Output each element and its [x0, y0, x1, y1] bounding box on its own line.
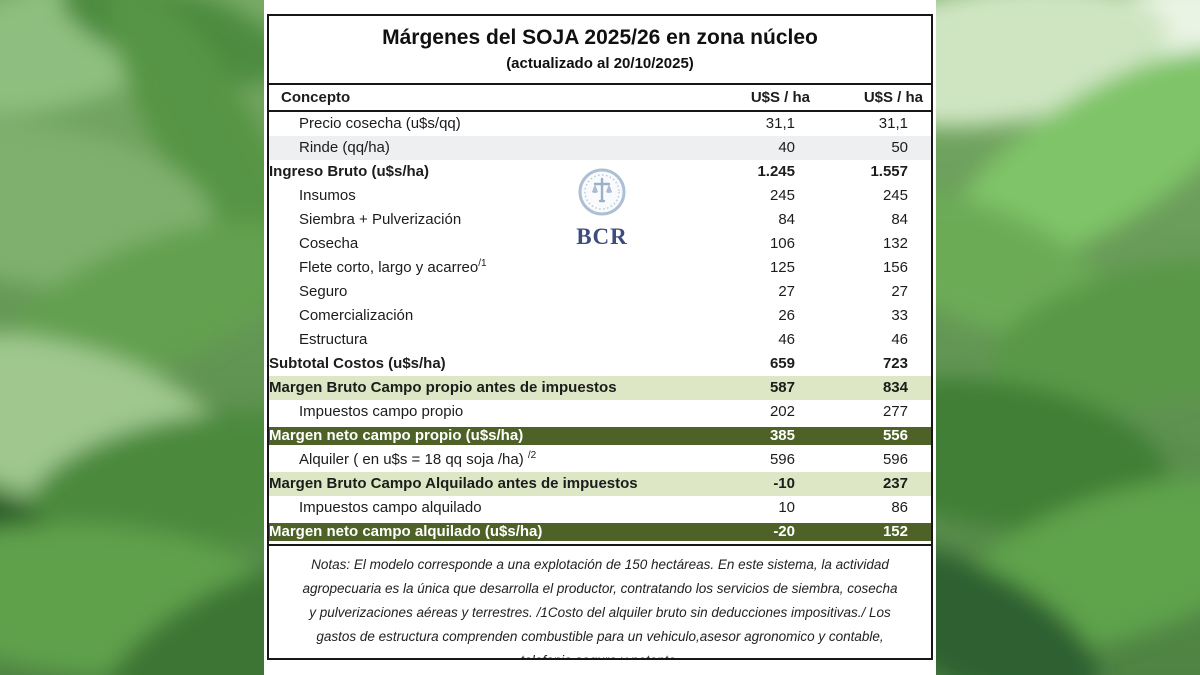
table-row: Impuestos campo alquilado 10 86 — [269, 496, 931, 522]
table-row: Insumos 245 245 — [269, 184, 931, 208]
table-row: Flete corto, largo y acarreo/1 125 156 — [269, 256, 931, 280]
value-cell-col1: 587 — [769, 379, 795, 396]
value-cell-col2: 156 — [882, 259, 908, 276]
table-row: Alquiler ( en u$s = 18 qq soja /ha) /2 59… — [269, 447, 931, 473]
value-cell-col1: 40 — [778, 139, 795, 156]
value-cell-col2: 86 — [891, 499, 908, 516]
table-row: Margen Bruto Campo propio antes de impue… — [269, 376, 931, 400]
table-header-row: Concepto U$S / ha U$S / ha — [269, 83, 931, 112]
concept-cell: Margen neto campo propio (u$s/ha) — [269, 424, 700, 448]
value-cell-col2: 723 — [882, 355, 908, 372]
value-cell-col1: -10 — [773, 475, 795, 492]
concept-cell: Cosecha — [299, 235, 359, 252]
concept-cell: Precio cosecha (u$s/qq) — [299, 115, 461, 132]
header-concepto: Concepto — [269, 83, 700, 112]
table-row: Precio cosecha (u$s/qq) 31,1 31,1 — [269, 111, 931, 136]
concept-cell: Alquiler ( en u$s = 18 qq soja /ha) /2 — [299, 450, 537, 469]
value-cell-col1: 84 — [778, 211, 795, 228]
value-cell-col2: 132 — [882, 235, 908, 252]
concept-cell: Margen Bruto Campo propio antes de impue… — [269, 379, 617, 396]
concept-cell: Siembra + Pulverización — [299, 211, 462, 228]
margins-table-body: Precio cosecha (u$s/qq) 31,1 31,1 Rinde (qq… — [269, 111, 931, 544]
value-cell-col1: 385 — [700, 424, 810, 448]
header-usd-ha-2: U$S / ha — [810, 83, 931, 112]
concept-cell: Flete corto, largo y acarreo/1 — [299, 258, 487, 277]
value-cell-col1: 125 — [769, 259, 795, 276]
value-cell-col1: 596 — [769, 451, 795, 468]
value-cell-col2: 46 — [891, 331, 908, 348]
table-row: Cosecha 106 132 — [269, 232, 931, 256]
page-title: Márgenes del SOJA 2025/26 en zona núcleo — [382, 26, 818, 49]
value-cell-col1: 202 — [769, 403, 795, 420]
concept-cell: Rinde (qq/ha) — [299, 139, 390, 156]
concept-cell: Ingreso Bruto (u$s/ha) — [269, 163, 430, 180]
value-cell-col2: 596 — [882, 451, 908, 468]
value-cell-col1: 106 — [769, 235, 795, 252]
value-cell-col2: 834 — [882, 379, 908, 396]
value-cell-col2: 31,1 — [878, 115, 908, 132]
value-cell-col2: 84 — [891, 211, 908, 228]
table-row: Subtotal Costos (u$s/ha) 659 723 — [269, 352, 931, 376]
header-usd-ha-1: U$S / ha — [700, 83, 810, 112]
value-cell-col1: -20 — [700, 520, 810, 544]
value-cell-col2: 50 — [891, 139, 908, 156]
table-row: Estructura 46 46 — [269, 328, 931, 352]
value-cell-col1: 27 — [778, 283, 795, 300]
table-row: Ingreso Bruto (u$s/ha) 1.245 1.557 — [269, 160, 931, 184]
value-cell-col1: 659 — [769, 355, 795, 372]
value-cell-col2: 556 — [810, 424, 931, 448]
concept-cell: Margen neto campo alquilado (u$s/ha) — [269, 520, 700, 544]
value-cell-col1: 26 — [778, 307, 795, 324]
table-row: Comercialización 26 33 — [269, 304, 931, 328]
value-cell-col1: 10 — [778, 499, 795, 516]
concept-cell: Seguro — [299, 283, 348, 300]
table-row: Seguro 27 27 — [269, 280, 931, 304]
table-frame: Márgenes del SOJA 2025/26 en zona núcleo… — [267, 14, 933, 660]
table-row: Rinde (qq/ha) 40 50 — [269, 136, 931, 160]
value-cell-col2: 33 — [891, 307, 908, 324]
table-row: Margen neto campo alquilado (u$s/ha) -20 1… — [269, 520, 931, 544]
concept-cell: Impuestos campo propio — [299, 403, 464, 420]
value-cell-col2: 27 — [891, 283, 908, 300]
concept-cell: Margen Bruto Campo Alquilado antes de im… — [269, 475, 638, 492]
value-cell-col2: 245 — [882, 187, 908, 204]
table-row: Impuestos campo propio 202 277 — [269, 400, 931, 426]
value-cell-col2: 1.557 — [870, 163, 908, 180]
margins-infographic-panel: Márgenes del SOJA 2025/26 en zona núcleo… — [264, 0, 936, 675]
table-row: Margen Bruto Campo Alquilado antes de im… — [269, 472, 931, 496]
table-row: Margen neto campo propio (u$s/ha) 385 556 — [269, 424, 931, 448]
value-cell-col1: 245 — [769, 187, 795, 204]
concept-cell: Impuestos campo alquilado — [299, 499, 482, 516]
value-cell-col1: 31,1 — [765, 115, 795, 132]
page-subtitle: (actualizado al 20/10/2025) — [506, 55, 694, 72]
footnote-marker: /1 — [478, 258, 487, 269]
value-cell-col2: 152 — [810, 520, 931, 544]
concept-cell: Comercialización — [299, 307, 414, 324]
margins-table: Concepto U$S / ha U$S / ha Precio cosech… — [269, 83, 931, 544]
concept-cell: Estructura — [299, 331, 368, 348]
concept-cell: Insumos — [299, 187, 356, 204]
concept-cell: Subtotal Costos (u$s/ha) — [269, 355, 446, 372]
value-cell-col1: 1.245 — [757, 163, 795, 180]
footnote-marker: /2 — [527, 450, 537, 461]
value-cell-col2: 277 — [882, 403, 908, 420]
notes-text: Notas: El modelo corresponde a una explo… — [269, 544, 931, 658]
value-cell-col2: 237 — [882, 475, 908, 492]
value-cell-col1: 46 — [778, 331, 795, 348]
table-row: Siembra + Pulverización 84 84 — [269, 208, 931, 232]
